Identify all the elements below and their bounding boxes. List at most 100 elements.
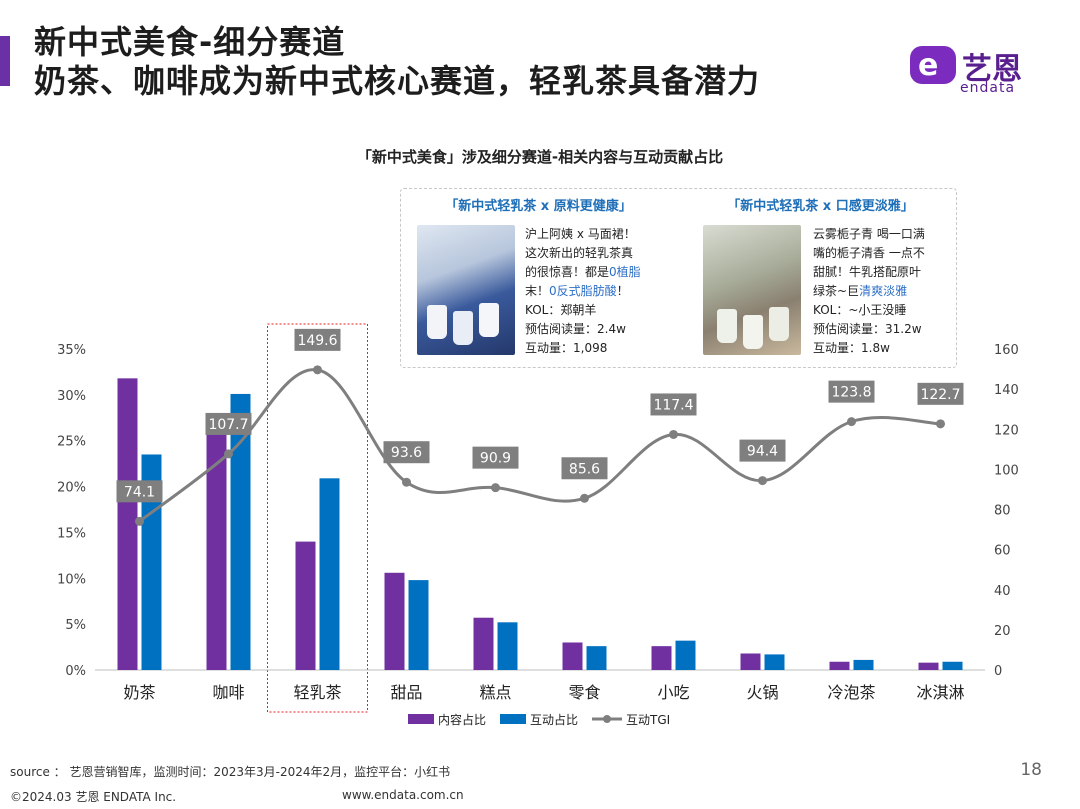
cup-shape	[717, 309, 737, 343]
callout-title: 「新中式轻乳茶 x 原料更健康」	[445, 199, 632, 214]
tgi-data-label: 149.6	[297, 333, 337, 349]
y-left-tick-label: 15%	[57, 526, 86, 541]
legend-marker	[603, 715, 611, 723]
tgi-data-label: 94.4	[747, 444, 778, 460]
y-left-tick-label: 20%	[57, 481, 86, 496]
source-note: source ： 艺恩营销智库，监测时间：2023年3月-2024年2月，监控平…	[10, 765, 451, 779]
copyright: ©2024.03 艺恩 ENDATA Inc.	[10, 790, 177, 804]
callout-box: 「新中式轻乳茶 x 原料更健康」 沪上阿姨 x 马面裙！ 这次新出的轻乳茶真 的…	[400, 188, 957, 368]
highlight-box	[267, 323, 368, 713]
tgi-point	[847, 417, 856, 427]
bar-content	[651, 646, 672, 670]
y-right-tick-label: 80	[994, 504, 1011, 519]
callout-card-1: 「新中式轻乳茶 x 原料更健康」 沪上阿姨 x 马面裙！ 这次新出的轻乳茶真 的…	[401, 189, 676, 367]
legend-label: 互动TGI	[626, 713, 670, 727]
bar-content	[740, 653, 761, 670]
tgi-label-bg	[205, 412, 252, 435]
website-url: www.endata.com.cn	[342, 788, 464, 802]
milk-tea-photo	[417, 225, 515, 355]
tgi-label-bg	[116, 480, 163, 503]
cup-shape	[743, 315, 763, 349]
title-accent-bar	[0, 36, 10, 86]
y-right-tick-label: 60	[994, 544, 1011, 559]
tgi-point	[580, 493, 589, 503]
logo-mark-icon: e	[910, 46, 956, 84]
y-right-tick-label: 20	[994, 624, 1011, 639]
legend-label: 内容占比	[438, 712, 486, 727]
tgi-data-label: 117.4	[653, 397, 693, 413]
tgi-data-label: 74.1	[124, 484, 155, 500]
tgi-label-bg	[294, 328, 341, 351]
y-right-tick-label: 0	[994, 664, 1002, 679]
x-tick-label: 火锅	[746, 683, 778, 702]
bar-content	[829, 661, 850, 670]
y-right-tick-label: 120	[994, 423, 1019, 438]
bar-interaction	[764, 654, 785, 670]
tgi-label-bg	[561, 457, 608, 480]
cup-shape	[479, 303, 499, 337]
x-tick-label: 轻乳茶	[293, 683, 341, 702]
cup-shape	[769, 307, 789, 341]
bar-content	[918, 662, 939, 670]
tgi-point	[313, 365, 322, 375]
x-tick-label: 奶茶	[123, 683, 155, 702]
tgi-point	[135, 516, 144, 526]
bar-interaction	[675, 640, 696, 670]
bar-interaction	[408, 580, 429, 670]
bar-interaction	[942, 661, 963, 670]
x-tick-label: 甜品	[390, 683, 422, 702]
gardenia-tea-photo	[703, 225, 801, 355]
tgi-point	[224, 449, 233, 459]
tgi-label-bg	[383, 441, 430, 464]
tgi-point	[936, 419, 945, 429]
x-tick-label: 咖啡	[212, 683, 244, 702]
bar-interaction	[586, 646, 607, 670]
x-tick-label: 糕点	[479, 683, 511, 702]
y-left-tick-label: 30%	[57, 389, 86, 404]
legend-swatch	[408, 714, 434, 724]
page-title: 新中式美食-细分赛道	[34, 23, 346, 61]
tgi-point	[669, 429, 678, 439]
page-subtitle: 奶茶、咖啡成为新中式核心赛道，轻乳茶具备潜力	[34, 62, 761, 100]
tgi-data-label: 107.7	[208, 417, 248, 433]
y-left-tick-label: 5%	[65, 618, 86, 633]
endata-logo: e 艺恩 endata	[910, 44, 1040, 96]
cup-shape	[427, 305, 447, 339]
callout-text: 沪上阿姨 x 马面裙！ 这次新出的轻乳茶真 的很惊喜！都是0植脂 末！0反式脂肪…	[525, 227, 641, 355]
x-tick-label: 冷泡茶	[827, 683, 875, 702]
tgi-data-label: 93.6	[391, 445, 422, 461]
y-right-tick-label: 100	[994, 463, 1019, 478]
page-number: 18	[1020, 760, 1042, 780]
callout-title: 「新中式轻乳茶 x 口感更淡雅」	[727, 199, 914, 214]
y-right-tick-label: 140	[994, 383, 1019, 398]
chart-title: 「新中式美食」涉及细分赛道-相关内容与互动贡献占比	[356, 148, 724, 166]
tgi-label-bg	[828, 380, 875, 403]
callout-text: 云雾栀子青 喝一口满 嘴的栀子清香 一点不 甜腻！牛乳搭配原叶 绿茶~巨清爽淡雅…	[813, 227, 925, 355]
bar-content	[473, 617, 494, 670]
x-tick-label: 零食	[568, 683, 600, 702]
cup-shape	[453, 311, 473, 345]
bar-content	[295, 541, 316, 670]
tgi-data-label: 123.8	[831, 385, 871, 401]
y-right-tick-label: 160	[994, 343, 1019, 358]
x-tick-label: 小吃	[657, 683, 689, 702]
bar-interaction	[230, 393, 251, 670]
x-tick-label: 冰淇淋	[916, 683, 964, 702]
tgi-label-bg	[739, 439, 786, 462]
bar-content	[384, 572, 405, 670]
tgi-data-label: 90.9	[480, 451, 511, 467]
y-right-tick-label: 40	[994, 584, 1011, 599]
tgi-data-label: 122.7	[920, 387, 960, 403]
bar-content	[117, 378, 138, 670]
y-left-tick-label: 35%	[57, 343, 86, 358]
tgi-data-label: 85.6	[569, 461, 600, 477]
tgi-line	[138, 368, 941, 523]
tgi-point	[491, 483, 500, 493]
bar-interaction	[497, 622, 518, 670]
y-left-tick-label: 25%	[57, 435, 86, 450]
tgi-label-bg	[917, 382, 964, 405]
legend-swatch	[500, 714, 526, 724]
tgi-point	[758, 476, 767, 486]
bar-interaction	[319, 478, 340, 670]
callout-card-2: 「新中式轻乳茶 x 口感更淡雅」 云雾栀子青 喝一口满 嘴的栀子清香 一点不 甜…	[683, 189, 958, 367]
